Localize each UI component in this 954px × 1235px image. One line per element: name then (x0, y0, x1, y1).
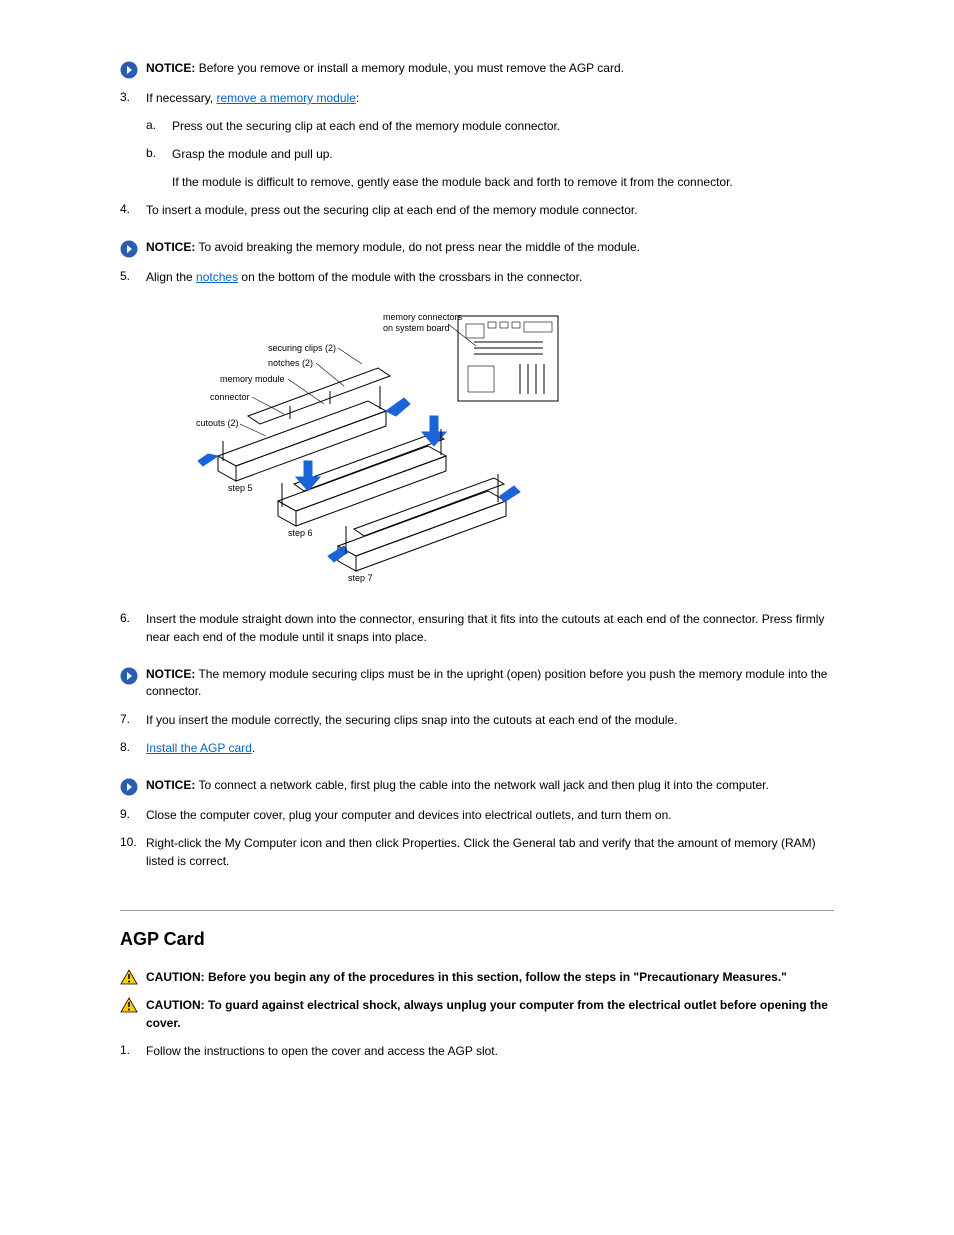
step-body: Follow the instructions to open the cove… (146, 1042, 834, 1060)
notice-body: Before you remove or install a memory mo… (199, 61, 624, 75)
step-5: 5. Align the notches on the bottom of th… (120, 268, 834, 286)
step-num: 9. (120, 806, 146, 821)
step-3-note: If the module is difficult to remove, ge… (120, 173, 834, 191)
notice-row: NOTICE: To avoid breaking the memory mod… (120, 239, 834, 258)
step-num: 10. (120, 834, 146, 849)
step-list-b: 7. If you insert the module correctly, t… (120, 711, 834, 757)
step3-prefix: If necessary, (146, 91, 216, 105)
step-num: 8. (120, 739, 146, 754)
install-agp-link[interactable]: Install the AGP card (146, 741, 252, 755)
step-4: 4. To insert a module, press out the sec… (120, 201, 834, 219)
step-9: 9. Close the computer cover, plug your c… (120, 806, 834, 824)
section-divider (120, 910, 834, 911)
step-list-c: 9. Close the computer cover, plug your c… (120, 806, 834, 870)
notice-row: NOTICE: Before you remove or install a m… (120, 60, 834, 79)
notice-row: NOTICE: The memory module securing clips… (120, 666, 834, 701)
step-body: Close the computer cover, plug your comp… (146, 806, 834, 824)
svg-text:step 5: step 5 (228, 483, 253, 493)
step-num: 4. (120, 201, 146, 216)
step-num: 3. (120, 89, 146, 104)
step-body: Insert the module straight down into the… (146, 610, 834, 646)
memory-install-figure: memory connectors on system board securi… (148, 306, 834, 586)
caution-text: CAUTION: Before you begin any of the pro… (146, 968, 834, 986)
caution-body: Before you begin any of the procedures i… (208, 970, 787, 984)
step-10: 10. Right-click the My Computer icon and… (120, 834, 834, 870)
step-num: a. (146, 117, 172, 132)
step-num: b. (146, 145, 172, 160)
notice-body: To avoid breaking the memory module, do … (198, 240, 640, 254)
step-body: If necessary, remove a memory module: (146, 89, 834, 107)
step-body: Grasp the module and pull up. (172, 145, 834, 163)
step-body: Right-click the My Computer icon and the… (146, 834, 834, 870)
step5-prefix: Align the (146, 270, 196, 284)
notches-link[interactable]: notches (196, 270, 238, 284)
step-3: 3. If necessary, remove a memory module: (120, 89, 834, 107)
notice-body: To connect a network cable, first plug t… (198, 778, 768, 792)
svg-text:on system board: on system board (383, 323, 450, 333)
svg-text:cutouts (2): cutouts (2) (196, 418, 239, 428)
caution-icon (120, 997, 138, 1013)
caution-icon (120, 969, 138, 985)
step-body: If you insert the module correctly, the … (146, 711, 834, 729)
notice-icon (120, 61, 138, 79)
caution-label: CAUTION: (146, 970, 205, 984)
notice-icon (120, 240, 138, 258)
step-3b: b. Grasp the module and pull up. (120, 145, 834, 163)
step-6-list: 6. Insert the module straight down into … (120, 610, 834, 646)
step-body: Install the AGP card. (146, 739, 834, 757)
svg-text:memory module: memory module (220, 374, 285, 384)
remove-memory-link[interactable]: remove a memory module (216, 91, 355, 105)
step5-suffix: on the bottom of the module with the cro… (238, 270, 582, 284)
notice-text: NOTICE: To avoid breaking the memory mod… (146, 239, 834, 256)
step-num: 1. (120, 1042, 146, 1057)
notice-label: NOTICE: (146, 240, 195, 254)
notice-icon (120, 667, 138, 685)
step-8: 8. Install the AGP card. (120, 739, 834, 757)
notice-text: NOTICE: The memory module securing clips… (146, 666, 834, 701)
step-body: To insert a module, press out the securi… (146, 201, 834, 219)
step8-suffix: . (252, 741, 255, 755)
notice-icon (120, 778, 138, 796)
step-num: 7. (120, 711, 146, 726)
notice-label: NOTICE: (146, 667, 195, 681)
caution-text: CAUTION: To guard against electrical sho… (146, 996, 834, 1032)
step-7: 7. If you insert the module correctly, t… (120, 711, 834, 729)
step-3a: a. Press out the securing clip at each e… (120, 117, 834, 135)
follow-list: 1. Follow the instructions to open the c… (120, 1042, 834, 1060)
caution-body: To guard against electrical shock, alway… (146, 998, 828, 1030)
caution-label: CAUTION: (146, 998, 205, 1012)
step-list-a: 3. If necessary, remove a memory module:… (120, 89, 834, 219)
step3-suffix: : (356, 91, 359, 105)
notice-text: NOTICE: To connect a network cable, firs… (146, 777, 834, 794)
svg-text:securing clips (2): securing clips (2) (268, 343, 336, 353)
step-6: 6. Insert the module straight down into … (120, 610, 834, 646)
follow-step-1: 1. Follow the instructions to open the c… (120, 1042, 834, 1060)
notice-text: NOTICE: Before you remove or install a m… (146, 60, 834, 77)
step-body: Press out the securing clip at each end … (172, 117, 834, 135)
svg-text:step 6: step 6 (288, 528, 313, 538)
caution-row: CAUTION: Before you begin any of the pro… (120, 968, 834, 986)
svg-text:connector: connector (210, 392, 250, 402)
notice-body: The memory module securing clips must be… (146, 667, 827, 698)
step-body: If the module is difficult to remove, ge… (172, 173, 834, 191)
notice-row: NOTICE: To connect a network cable, firs… (120, 777, 834, 796)
step-5-list: 5. Align the notches on the bottom of th… (120, 268, 834, 286)
notice-label: NOTICE: (146, 61, 195, 75)
notice-label: NOTICE: (146, 778, 195, 792)
step-num (146, 173, 172, 174)
svg-text:step 7: step 7 (348, 573, 373, 583)
step-num: 6. (120, 610, 146, 625)
section-title: AGP Card (120, 929, 834, 950)
step-num: 5. (120, 268, 146, 283)
caution-row: CAUTION: To guard against electrical sho… (120, 996, 834, 1032)
svg-text:memory connectors: memory connectors (383, 312, 463, 322)
svg-text:notches (2): notches (2) (268, 358, 313, 368)
step-body: Align the notches on the bottom of the m… (146, 268, 834, 286)
